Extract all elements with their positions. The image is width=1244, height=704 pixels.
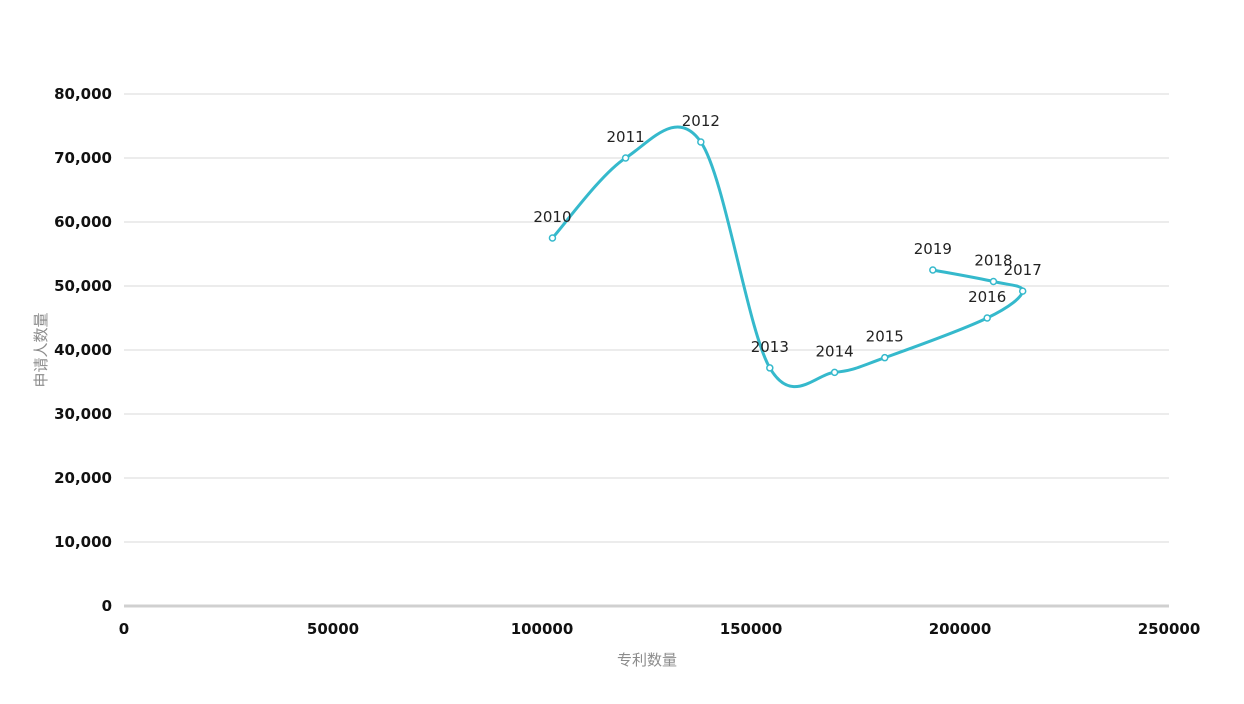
point-label-2012: 2012 — [682, 112, 720, 130]
x-tick-label: 250000 — [1138, 620, 1201, 638]
data-point-2014 — [832, 369, 838, 375]
point-label-2014: 2014 — [816, 342, 854, 360]
y-tick-label: 30,000 — [54, 405, 112, 423]
x-tick-label: 200000 — [929, 620, 992, 638]
point-label-2013: 2013 — [751, 338, 789, 356]
data-point-2016 — [984, 315, 990, 321]
y-tick-label: 0 — [102, 597, 112, 615]
y-axis-title: 申请人数量 — [32, 312, 50, 387]
data-point-2011 — [623, 155, 629, 161]
x-tick-label: 150000 — [720, 620, 783, 638]
point-label-2019: 2019 — [914, 240, 952, 258]
y-tick-label: 60,000 — [54, 213, 112, 231]
x-tick-label: 50000 — [307, 620, 359, 638]
y-tick-label: 20,000 — [54, 469, 112, 487]
x-axis-title: 专利数量 — [617, 651, 677, 669]
point-label-2011: 2011 — [607, 128, 645, 146]
gridlines — [124, 94, 1169, 542]
y-tick-label: 40,000 — [54, 341, 112, 359]
data-point-2012 — [698, 139, 704, 145]
data-point-2017 — [1020, 288, 1026, 294]
y-tick-label: 50,000 — [54, 277, 112, 295]
point-label-2018: 2018 — [974, 252, 1012, 270]
y-tick-label: 10,000 — [54, 533, 112, 551]
data-point-2019 — [930, 267, 936, 273]
y-tick-label: 70,000 — [54, 149, 112, 167]
data-point-2018 — [990, 279, 996, 285]
data-point-2015 — [882, 355, 888, 361]
y-tick-label: 80,000 — [54, 85, 112, 103]
point-label-2015: 2015 — [866, 328, 904, 346]
x-tick-label: 100000 — [511, 620, 574, 638]
point-label-2010: 2010 — [533, 208, 571, 226]
point-labels: 2010201120122013201420152016201720182019 — [533, 112, 1041, 360]
data-point-2013 — [767, 365, 773, 371]
axes: 0 10,000 20,000 30,000 40,000 50,000 60,000 70,… — [54, 85, 1200, 638]
x-tick-label: 0 — [119, 620, 129, 638]
data-point-2010 — [549, 235, 555, 241]
point-label-2016: 2016 — [968, 288, 1006, 306]
